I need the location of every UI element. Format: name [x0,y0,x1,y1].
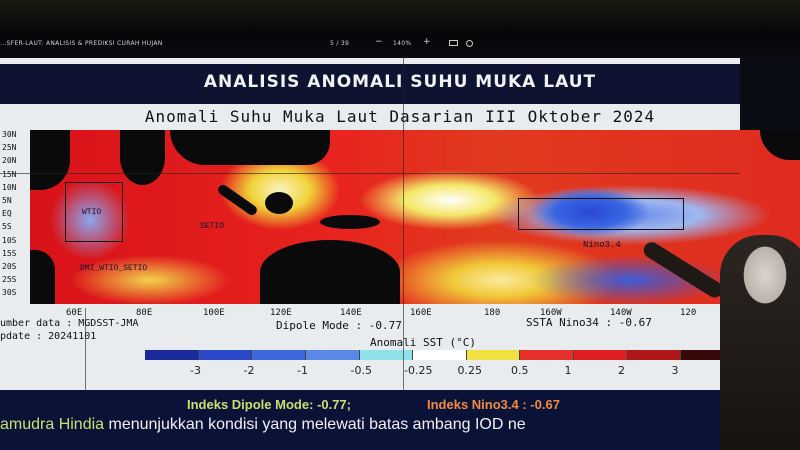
title-band [0,64,740,104]
latitude-label: 30S [2,288,17,298]
longitude-label: 140E [340,308,362,318]
latitude-label: 30N [2,130,17,139]
colorbar-tick: 0.25 [457,364,483,377]
dmi-label: DMI_WTIO_SETIO [80,264,148,273]
rotate-icon[interactable] [466,40,473,47]
colorbar-tick: 1 [564,364,572,377]
longitude-label: 60E [66,308,83,318]
zoom-level: 140% [393,40,412,47]
screen-seam [403,58,404,390]
map-subtitle: Anomali Suhu Muka Laut Dasarian III Okto… [144,107,656,126]
setio-label: SETIO [200,222,225,231]
latitude-label: 5S [2,222,12,232]
latitude-label: 15N [2,169,17,179]
document-title: ...SFER-LAUT: ANALISIS & PREDIKSI CURAH … [0,40,163,47]
longitude-label: 140W [610,308,632,318]
fit-page-icon[interactable] [449,40,458,46]
longitude-label: 180 [484,308,501,318]
colorbar-segment [145,350,199,360]
longitude-label: 120E [270,308,292,318]
land-asia [170,130,330,165]
land-borneo [265,192,293,214]
zoom-in-button[interactable]: + [423,37,431,47]
longitude-label: 120 [680,308,697,318]
colorbar-segment [627,350,682,360]
caption-panel [0,390,800,450]
colorbar-segment [198,350,253,360]
latitude-label: EQ [2,209,12,219]
latitude-label: 10S [2,235,17,245]
latitude-label: 20S [2,262,17,271]
colorbar-tick: 2 [618,364,625,377]
latitude-label: 5N [2,196,12,205]
colorbar-segment [520,350,575,360]
colorbar-tick: -0.5 [350,364,372,377]
colorbar-segment [466,350,521,360]
land-australia [260,240,400,304]
land-new-guinea [320,215,380,229]
longitude-label: 80E [136,308,153,318]
colorbar-tick: -2 [243,364,255,377]
wtio-label: WTIO [82,208,102,217]
slide-title: ANALISIS ANOMALI SUHU MUKA LAUT [203,72,597,92]
land-america [760,130,800,160]
dipole-mode-value: Dipole Mode : -0.77 [276,319,402,332]
latitude-label: 25N [2,143,17,153]
dipole-index: Indeks Dipole Mode: -0.77; [187,397,351,412]
colorbar-segment [574,350,628,360]
screen-seam [0,173,740,174]
colorbar-tick: -3 [190,364,201,377]
land-india [120,130,165,185]
colorbar-segment [305,350,360,360]
viewer-toolbar: ...SFER-LAUT: ANALISIS & PREDIKSI CURAH … [0,0,800,58]
land-africa-arabia [30,130,70,190]
nino34-box [518,198,684,230]
data-source: umber data : MGDSST-JMA [0,318,139,329]
latitude-label: 10N [2,182,17,192]
nino34-label: Nino3.4 [583,240,621,250]
longitude-label: 160E [410,308,432,318]
colorbar-tick: -1 [297,364,308,377]
colorbar-segment [359,350,414,360]
land-africa-south [30,250,55,304]
colorbar-title: Anomali SST (°C) [370,336,476,349]
longitude-label: 100E [203,308,225,318]
screen-seam [85,308,86,390]
caption-highlight: amudra Hindia [0,416,105,433]
page-indicator: 5 / 39 [330,40,350,47]
nino34-value: SSTA Nino34 : -0.67 [526,316,652,329]
wtio-box [65,182,123,242]
colorbar-tick: 0.5 [511,364,529,377]
colorbar-segment [413,350,467,360]
latitude-label: 25S [2,275,17,285]
presenter [720,235,800,450]
latitude-label: 15S [2,248,17,258]
update-date: pdate : 20241101 [0,331,97,342]
colorbar-tick: 3 [671,364,679,377]
longitude-label: 160W [540,308,562,318]
colorbar [145,350,736,360]
caption-text: menunjukkan kondisi yang melewati batas … [104,416,526,433]
zoom-out-button[interactable]: − [375,37,383,47]
nino-index: Indeks Nino3.4 : -0.67 [427,397,560,412]
colorbar-tick: -0.25 [404,364,433,377]
slide: ANALISIS ANOMALI SUHU MUKA LAUT Anomali … [0,58,800,390]
land-sumatra [216,182,259,218]
sst-anomaly-map: WTIO SETIO DMI_WTIO_SETIO Nino3.4 [30,130,800,304]
latitude-label: 20N [2,156,17,166]
caption-sentence: amudra Hindia menunjukkan kondisi yang m… [0,416,526,434]
colorbar-segment [252,350,306,360]
